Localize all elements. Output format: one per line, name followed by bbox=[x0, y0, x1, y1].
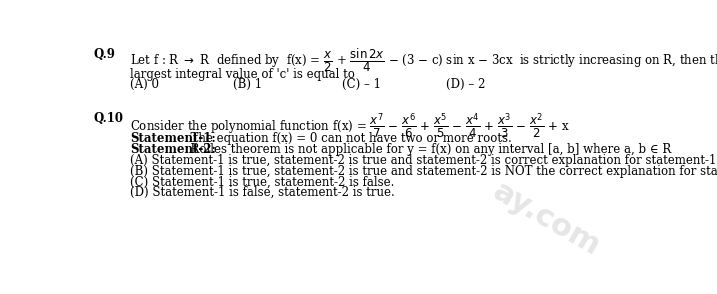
Text: (B) 1: (B) 1 bbox=[233, 78, 262, 91]
Text: (C) Statement-1 is true, statement-2 is false.: (C) Statement-1 is true, statement-2 is … bbox=[130, 176, 394, 188]
Text: Statement-2:: Statement-2: bbox=[130, 143, 216, 156]
Text: largest integral value of 'c' is equal to: largest integral value of 'c' is equal t… bbox=[130, 68, 355, 81]
Text: Q.9: Q.9 bbox=[93, 48, 115, 61]
Text: Q.10: Q.10 bbox=[93, 111, 123, 125]
Text: Let f : R $\rightarrow$ R  defined by  f(x) = $\dfrac{x}{2}$ + $\dfrac{\sin 2x}{: Let f : R $\rightarrow$ R defined by f(x… bbox=[130, 48, 717, 74]
Text: The equation f(x) = 0 can not have two or more roots.: The equation f(x) = 0 can not have two o… bbox=[183, 132, 511, 145]
Text: (A) 0: (A) 0 bbox=[130, 78, 159, 91]
Text: (B) Statement-1 is true, statement-2 is true and statement-2 is NOT the correct : (B) Statement-1 is true, statement-2 is … bbox=[130, 165, 717, 178]
Text: (A) Statement-1 is true, statement-2 is true and statement-2 is correct explanat: (A) Statement-1 is true, statement-2 is … bbox=[130, 154, 717, 167]
Text: Rolles theorem is not applicable for y = f(x) on any interval [a, b] where a, b : Rolles theorem is not applicable for y =… bbox=[183, 143, 671, 156]
Text: Statement-1:: Statement-1: bbox=[130, 132, 216, 145]
Text: ay.com: ay.com bbox=[488, 177, 606, 262]
Text: (D) Statement-1 is false, statement-2 is true.: (D) Statement-1 is false, statement-2 is… bbox=[130, 186, 394, 199]
Text: Consider the polynomial function f(x) = $\dfrac{x^7}{7}$ $-$ $\dfrac{x^6}{6}$ $+: Consider the polynomial function f(x) = … bbox=[130, 111, 569, 141]
Text: (D) – 2: (D) – 2 bbox=[446, 78, 485, 91]
Text: (C) – 1: (C) – 1 bbox=[341, 78, 381, 91]
